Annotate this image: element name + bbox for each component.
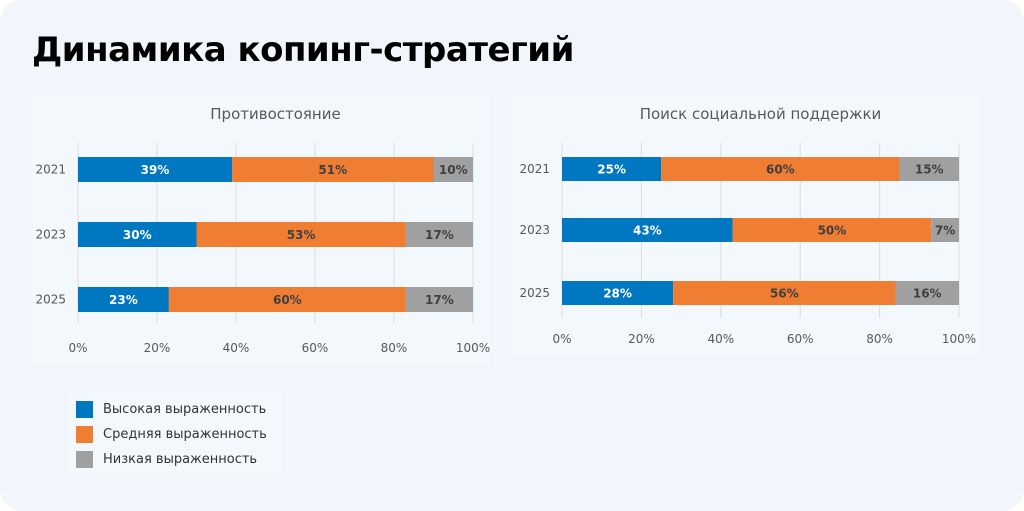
y-tick-label: 2025 (35, 293, 66, 307)
data-label: 28% (603, 287, 632, 301)
legend-swatch-low (76, 450, 93, 468)
bar-segment (78, 287, 169, 312)
data-label: 60% (766, 163, 795, 177)
x-tick-label: 0% (68, 341, 87, 355)
data-label: 25% (597, 163, 626, 177)
data-label: 50% (818, 224, 847, 238)
bar-segment (895, 281, 959, 305)
x-tick-label: 0% (552, 332, 571, 346)
y-tick-label: 2021 (519, 162, 550, 176)
bar-segment (78, 222, 197, 247)
data-label: 56% (770, 287, 799, 301)
data-label: 23% (109, 293, 138, 307)
y-tick-label: 2025 (519, 286, 550, 300)
bar-segment (405, 222, 473, 247)
data-label: 53% (287, 228, 316, 242)
data-label: 7% (935, 224, 955, 238)
data-label: 60% (273, 293, 302, 307)
bar-segment (196, 222, 406, 247)
bar-segment (562, 281, 674, 305)
legend-item-low: Низкая выраженность (76, 450, 257, 468)
y-tick-label: 2023 (35, 228, 66, 242)
bar-segment (931, 218, 959, 242)
bar-segment (562, 157, 662, 181)
legend-item-high: Высокая выраженность (76, 400, 266, 418)
x-tick-label: 60% (302, 341, 329, 355)
y-tick-label: 2023 (519, 223, 550, 237)
legend-swatch-medium (76, 425, 93, 443)
y-tick-label: 2021 (35, 163, 66, 177)
bar-segment (562, 218, 733, 242)
chart-title: Противостояние (210, 105, 340, 123)
data-label: 17% (425, 293, 454, 307)
bar-segment (405, 287, 473, 312)
x-tick-label: 20% (628, 332, 655, 346)
legend-swatch-high (76, 400, 93, 418)
data-label: 51% (318, 163, 347, 177)
bar-segment (433, 157, 473, 182)
data-label: 30% (123, 228, 152, 242)
x-tick-label: 60% (787, 332, 814, 346)
bar-segment (899, 157, 959, 181)
legend-label: Средняя выраженность (103, 426, 267, 442)
bar-segment (232, 157, 434, 182)
chart-title: Поиск социальной поддержки (640, 105, 882, 123)
x-tick-label: 80% (866, 332, 893, 346)
x-tick-label: 100% (456, 341, 490, 355)
x-tick-label: 80% (381, 341, 408, 355)
bar-segment (168, 287, 406, 312)
x-tick-label: 20% (144, 341, 171, 355)
legend: Высокая выраженность Средняя выраженност… (68, 392, 282, 476)
bar-segment (78, 157, 233, 182)
bar-segment (732, 218, 932, 242)
bar-segment (673, 281, 896, 305)
data-label: 39% (141, 163, 170, 177)
x-tick-label: 40% (707, 332, 734, 346)
bar-segment (661, 157, 900, 181)
data-label: 10% (439, 163, 468, 177)
legend-label: Высокая выраженность (103, 401, 267, 417)
data-label: 15% (915, 163, 944, 177)
page-title: Динамика копинг-стратегий (32, 30, 574, 70)
data-label: 43% (633, 224, 662, 238)
x-tick-label: 40% (223, 341, 250, 355)
data-label: 17% (425, 228, 454, 242)
legend-item-medium: Средняя выраженность (76, 425, 267, 443)
x-tick-label: 100% (942, 332, 976, 346)
data-label: 16% (913, 287, 942, 301)
legend-label: Низкая выраженность (103, 451, 258, 467)
